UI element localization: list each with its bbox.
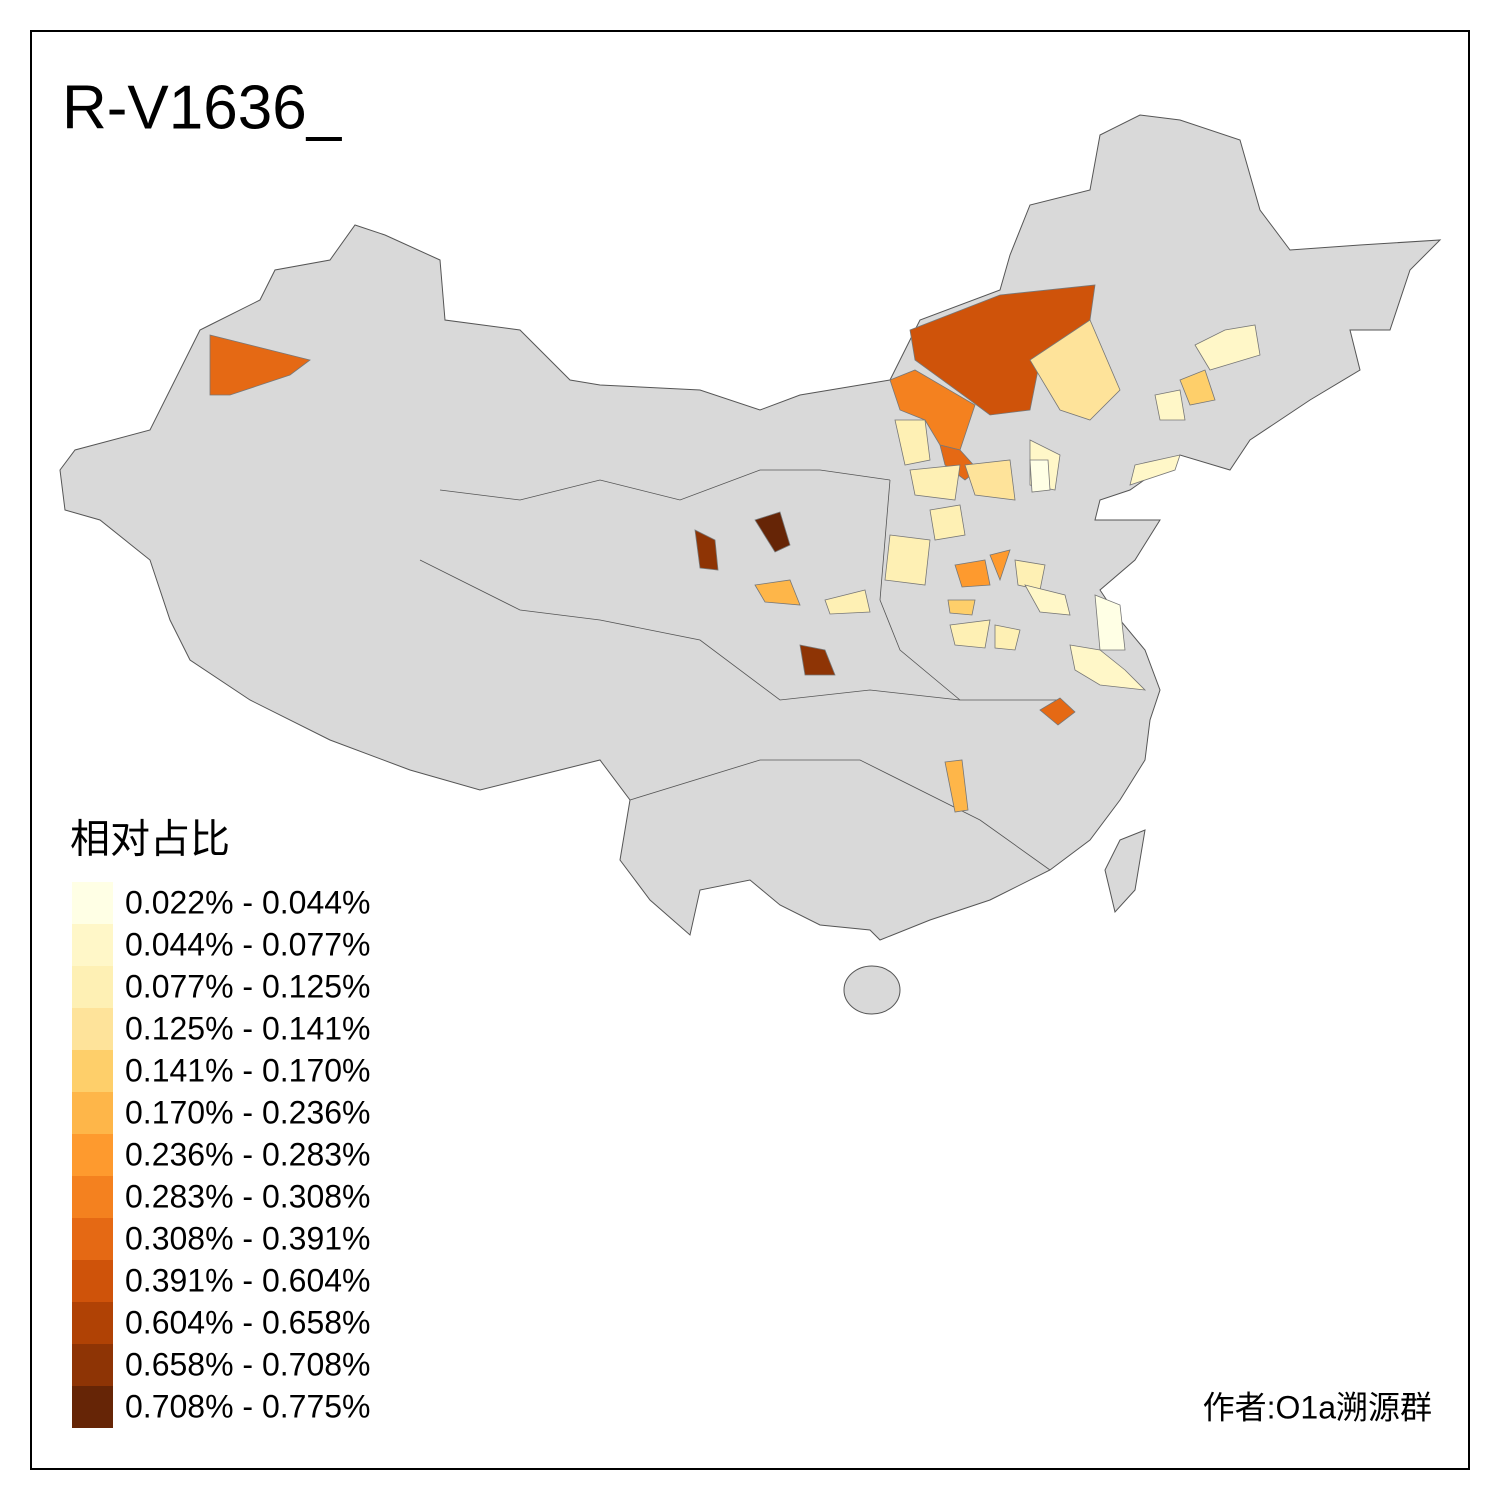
legend-swatch <box>72 1176 113 1218</box>
border <box>439 469 891 501</box>
legend-label: 0.141% - 0.170% <box>125 1052 371 1088</box>
region <box>944 759 969 813</box>
region <box>1194 324 1261 371</box>
region <box>1179 369 1216 406</box>
legend-label: 0.170% - 0.236% <box>125 1094 371 1130</box>
map <box>59 114 1442 1015</box>
legend-swatch <box>72 1344 113 1386</box>
region <box>947 599 976 616</box>
legend-swatch <box>72 1386 113 1428</box>
region <box>909 284 1096 416</box>
region <box>1129 454 1181 486</box>
legend-label: 0.283% - 0.308% <box>125 1178 371 1214</box>
border <box>879 479 961 701</box>
region <box>1014 559 1046 591</box>
border <box>629 759 1051 871</box>
region <box>1024 584 1071 616</box>
legend-label: 0.125% - 0.141% <box>125 1010 371 1046</box>
legend-label: 0.604% - 0.658% <box>125 1304 371 1340</box>
legend-label: 0.708% - 0.775% <box>125 1388 371 1424</box>
region <box>949 619 991 649</box>
legend-label: 0.391% - 0.604% <box>125 1262 371 1298</box>
legend-label: 0.658% - 0.708% <box>125 1346 371 1382</box>
region <box>884 534 931 586</box>
legend: 0.022% - 0.044% 0.044% - 0.077% 0.077% - 0… <box>72 882 371 1428</box>
region <box>894 419 931 466</box>
legend-swatch <box>72 1218 113 1260</box>
region <box>1029 459 1051 493</box>
region <box>929 504 966 541</box>
island <box>1104 829 1146 914</box>
region <box>799 644 836 676</box>
legend-swatch <box>72 882 113 924</box>
region <box>964 459 1016 501</box>
region <box>989 549 1011 582</box>
legend-label: 0.077% - 0.125% <box>125 968 371 1004</box>
legend-swatch <box>72 966 113 1008</box>
land <box>59 114 1442 941</box>
region <box>1069 644 1147 691</box>
legend-swatch <box>72 1092 113 1134</box>
legend-swatch <box>72 1134 113 1176</box>
island <box>843 965 901 1015</box>
region <box>1029 319 1121 421</box>
legend-label: 0.044% - 0.077% <box>125 926 371 962</box>
region <box>754 511 791 553</box>
region <box>909 464 961 501</box>
legend-title: 相对占比 <box>70 818 230 862</box>
legend-label: 0.236% - 0.283% <box>125 1136 371 1172</box>
legend-label: 0.308% - 0.391% <box>125 1220 371 1256</box>
title: R-V1636_ <box>62 73 343 142</box>
region <box>694 529 719 571</box>
legend-swatch <box>72 1260 113 1302</box>
region <box>824 589 871 615</box>
region <box>994 624 1021 651</box>
region <box>954 559 991 588</box>
region <box>209 334 311 396</box>
legend-swatch <box>72 1050 113 1092</box>
legend-label: 0.022% - 0.044% <box>125 884 371 920</box>
credit: 作者:O1a溯源群 <box>1203 1389 1432 1425</box>
legend-swatch <box>72 1302 113 1344</box>
region <box>1094 594 1126 651</box>
legend-swatch <box>72 924 113 966</box>
legend-swatch <box>72 1008 113 1050</box>
region <box>754 579 801 606</box>
border <box>419 559 1060 701</box>
region <box>1039 697 1076 726</box>
region <box>1154 389 1186 421</box>
